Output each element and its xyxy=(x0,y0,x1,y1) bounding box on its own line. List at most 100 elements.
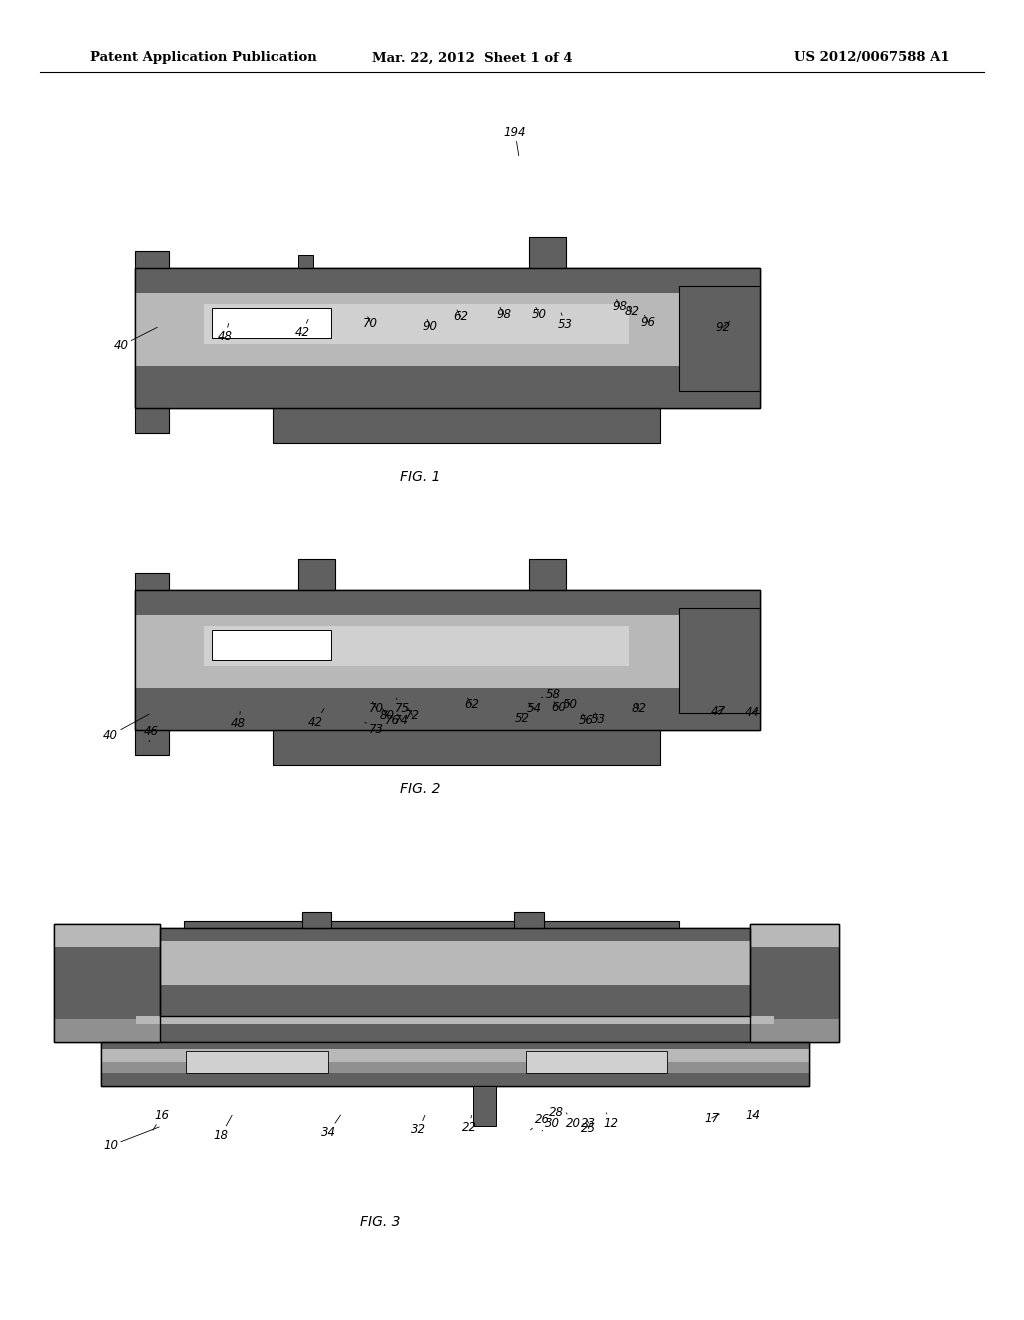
Text: Mar. 22, 2012  Sheet 1 of 4: Mar. 22, 2012 Sheet 1 of 4 xyxy=(372,51,572,65)
Text: 90: 90 xyxy=(423,319,437,333)
Text: 73: 73 xyxy=(365,722,384,737)
Bar xyxy=(101,1063,809,1073)
Text: 48: 48 xyxy=(231,711,246,730)
Text: 47: 47 xyxy=(711,705,725,718)
Bar xyxy=(528,238,566,268)
Bar xyxy=(136,1016,773,1024)
Text: 40: 40 xyxy=(103,714,150,742)
Text: FIG. 2: FIG. 2 xyxy=(399,781,440,796)
Text: 70: 70 xyxy=(370,702,384,715)
Bar xyxy=(54,948,160,1019)
Bar xyxy=(135,730,169,755)
Text: 20: 20 xyxy=(566,1113,581,1130)
Text: 12: 12 xyxy=(604,1113,618,1130)
Bar xyxy=(135,293,760,366)
Text: US 2012/0067588 A1: US 2012/0067588 A1 xyxy=(795,51,950,65)
Text: 70: 70 xyxy=(364,317,378,330)
Bar xyxy=(204,304,629,345)
Text: 82: 82 xyxy=(625,305,639,318)
Bar xyxy=(135,268,760,276)
Bar xyxy=(514,912,544,928)
Text: 58: 58 xyxy=(542,688,560,701)
Text: 23: 23 xyxy=(582,1117,596,1130)
Text: 14: 14 xyxy=(745,1109,760,1122)
Bar xyxy=(135,268,760,293)
Bar xyxy=(135,251,169,268)
Bar xyxy=(54,924,160,1043)
Bar xyxy=(54,1019,160,1043)
Text: 80: 80 xyxy=(380,709,394,722)
Text: 25: 25 xyxy=(582,1122,596,1135)
Bar xyxy=(298,560,335,590)
Bar xyxy=(160,928,750,941)
Text: 54: 54 xyxy=(527,702,542,715)
Text: 22: 22 xyxy=(462,1115,476,1134)
Text: 92: 92 xyxy=(716,321,730,334)
Bar xyxy=(101,1043,809,1049)
Text: 74: 74 xyxy=(394,714,409,727)
Bar xyxy=(101,1073,809,1086)
Text: 82: 82 xyxy=(632,702,646,715)
Text: 44: 44 xyxy=(745,706,760,719)
Bar xyxy=(679,607,760,713)
Text: 53: 53 xyxy=(558,313,572,331)
Bar xyxy=(135,615,760,688)
Text: 53: 53 xyxy=(591,713,605,726)
Text: Patent Application Publication: Patent Application Publication xyxy=(90,51,316,65)
Bar xyxy=(101,1043,809,1086)
Text: 52: 52 xyxy=(515,711,529,725)
Text: 62: 62 xyxy=(465,698,479,711)
Text: 28: 28 xyxy=(545,1106,563,1123)
Bar xyxy=(135,268,760,408)
Text: 16: 16 xyxy=(153,1109,169,1130)
Text: 17: 17 xyxy=(705,1111,720,1125)
Text: 50: 50 xyxy=(532,308,547,321)
Text: 42: 42 xyxy=(295,319,309,339)
Bar xyxy=(135,590,760,730)
Bar xyxy=(750,924,839,1043)
Text: 32: 32 xyxy=(412,1115,426,1137)
Bar xyxy=(750,1019,839,1043)
Bar xyxy=(101,1043,809,1086)
Bar xyxy=(135,408,169,433)
Text: 10: 10 xyxy=(103,1127,159,1152)
Text: 76: 76 xyxy=(385,710,399,727)
Bar xyxy=(54,924,160,948)
Text: 62: 62 xyxy=(454,310,468,323)
Bar xyxy=(186,1051,328,1073)
Text: 56: 56 xyxy=(580,714,594,727)
Bar xyxy=(160,928,750,1016)
Text: 194: 194 xyxy=(504,125,526,156)
Bar xyxy=(750,948,839,1019)
Bar xyxy=(302,912,331,928)
Bar xyxy=(160,928,750,1016)
Text: 26: 26 xyxy=(530,1113,550,1130)
Text: FIG. 1: FIG. 1 xyxy=(399,470,440,484)
Bar xyxy=(160,985,750,1016)
Bar xyxy=(135,573,169,590)
Bar xyxy=(160,941,750,985)
Text: 34: 34 xyxy=(322,1115,340,1139)
Bar xyxy=(750,924,839,1043)
Bar xyxy=(525,1051,668,1073)
Text: 18: 18 xyxy=(214,1115,232,1142)
Text: 96: 96 xyxy=(641,315,655,329)
Text: 50: 50 xyxy=(563,698,578,711)
Text: 40: 40 xyxy=(114,327,158,352)
Bar xyxy=(473,1086,497,1126)
Bar xyxy=(101,1049,809,1063)
Bar xyxy=(135,590,760,615)
Bar xyxy=(212,308,331,338)
Bar xyxy=(54,924,160,1043)
Bar xyxy=(750,924,839,948)
Bar xyxy=(298,255,313,268)
Bar xyxy=(135,590,760,730)
Bar xyxy=(272,408,660,444)
Bar xyxy=(204,626,629,667)
Bar xyxy=(135,688,760,730)
Text: 48: 48 xyxy=(218,323,232,343)
Text: 98: 98 xyxy=(612,300,627,313)
Bar xyxy=(272,730,660,766)
Text: 46: 46 xyxy=(144,725,159,742)
Text: 60: 60 xyxy=(552,701,566,714)
